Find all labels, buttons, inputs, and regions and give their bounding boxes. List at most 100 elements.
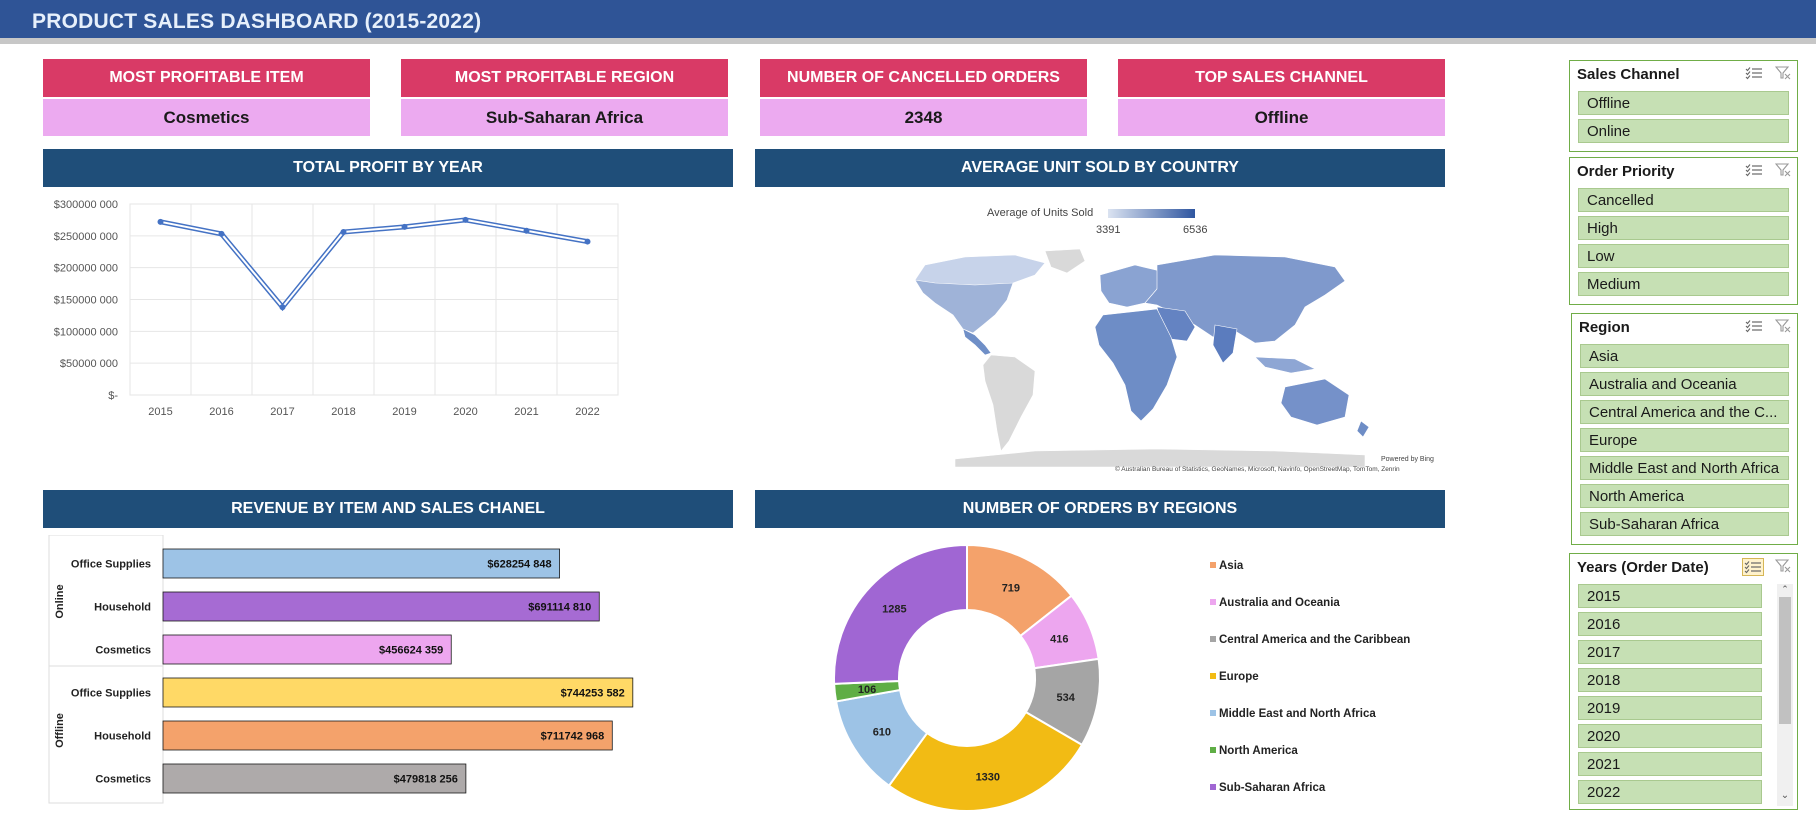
slicer-item[interactable]: Asia (1580, 344, 1789, 368)
category-label: Office Supplies (71, 559, 151, 571)
slicer-years: Years (Order Date) 2015 2016 2017 2018 2… (1569, 553, 1798, 810)
slice-value-label: 1330 (976, 771, 1000, 783)
kpi-label: MOST PROFITABLE REGION (401, 59, 728, 97)
bar-value-label: $479818 256 (394, 774, 458, 786)
x-tick-label: 2021 (514, 406, 538, 418)
slicer-title: Region (1579, 319, 1630, 336)
slicer-item[interactable]: High (1578, 216, 1789, 240)
scroll-down-icon[interactable]: ⌄ (1780, 790, 1790, 801)
kpi-value: Offline (1118, 99, 1445, 136)
legend-swatch (1210, 710, 1216, 716)
data-point (584, 238, 591, 245)
slice-value-label: 106 (858, 684, 876, 696)
revenue-bar-chart: Online Office Supplies $628254 848 Househol… (48, 535, 634, 804)
data-point (218, 230, 225, 237)
series-line-inner (160, 218, 588, 309)
y-tick-label: $100000 000 (54, 326, 118, 338)
slicer-item[interactable]: Central America and the C... (1580, 400, 1789, 424)
slicer-item[interactable]: North America (1580, 484, 1789, 508)
multi-select-icon[interactable] (1742, 558, 1764, 576)
x-tick-label: 2018 (331, 406, 355, 418)
slicer-item[interactable]: Cancelled (1578, 188, 1789, 212)
legend-swatch (1210, 747, 1216, 753)
y-tick-label: $50000 000 (60, 358, 118, 370)
slice-value-label: 416 (1050, 633, 1068, 645)
multi-select-icon[interactable] (1745, 66, 1763, 80)
x-tick-label: 2017 (270, 406, 294, 418)
slicer-title: Sales Channel (1577, 66, 1680, 83)
slicer-item[interactable]: 2016 (1578, 612, 1762, 636)
legend-swatch (1210, 636, 1216, 642)
group-label: Online (54, 584, 66, 618)
kpi-label: TOP SALES CHANNEL (1118, 59, 1445, 97)
world-map[interactable] (895, 245, 1395, 470)
revenue-bar (162, 634, 452, 665)
slicer-item[interactable]: Middle East and North Africa (1580, 456, 1789, 480)
slicer-item[interactable]: 2021 (1578, 752, 1762, 776)
slicer-item[interactable]: Europe (1580, 428, 1789, 452)
kpi-card-top-channel: TOP SALES CHANNEL Offline (1118, 59, 1445, 136)
data-point (523, 227, 530, 234)
bar-value-label: $628254 848 (487, 559, 551, 571)
bar-value-label: $456624 359 (379, 645, 443, 657)
map-region-greenland (1044, 248, 1086, 274)
map-legend-title: Average of Units Sold (987, 207, 1094, 219)
legend-swatch (1210, 599, 1216, 605)
clear-filter-icon[interactable] (1775, 319, 1791, 333)
slicer-item[interactable]: Australia and Oceania (1580, 372, 1789, 396)
y-tick-label: $200000 000 (54, 263, 118, 275)
legend-label: Sub-Saharan Africa (1219, 782, 1326, 794)
map-legend-min: 3391 (1096, 224, 1121, 236)
slicer-item[interactable]: 2017 (1578, 640, 1762, 664)
map-panel-title: AVERAGE UNIT SOLD BY COUNTRY (755, 149, 1445, 187)
category-label: Household (94, 602, 151, 614)
group-label: Offline (54, 713, 66, 748)
slicer-item[interactable]: 2022 (1578, 780, 1762, 804)
slicer-item[interactable]: Offline (1578, 91, 1789, 115)
data-point (157, 218, 164, 225)
clear-filter-icon[interactable] (1775, 66, 1791, 80)
multi-select-icon[interactable] (1745, 163, 1763, 177)
slicer-item[interactable]: 2018 (1578, 668, 1762, 692)
multi-select-icon[interactable] (1745, 319, 1763, 333)
clear-filter-icon[interactable] (1775, 163, 1791, 177)
slicer-scrollbar[interactable]: ⌃ ⌄ (1777, 584, 1793, 806)
data-point (340, 229, 347, 236)
scrollbar-thumb[interactable] (1779, 597, 1791, 724)
bar-value-label: $711742 968 (541, 731, 605, 743)
legend-swatch (1210, 673, 1216, 679)
clear-filter-icon[interactable] (1775, 559, 1791, 573)
category-label: Office Supplies (71, 688, 151, 700)
slicer-item[interactable]: Online (1578, 119, 1789, 143)
category-axis-box (48, 535, 164, 804)
scroll-up-icon[interactable]: ⌃ (1781, 584, 1789, 594)
slicer-item[interactable]: Sub-Saharan Africa (1580, 512, 1789, 536)
bar-value-label: $744253 582 (561, 688, 625, 700)
orders-donut-chart: 719 416 534 1330 610 106 1285 Asia Australia and… (833, 543, 1410, 812)
slicer-header: Order Priority (1570, 158, 1797, 184)
legend-label: Central America and the Caribbean (1219, 634, 1410, 646)
kpi-label: MOST PROFITABLE ITEM (43, 59, 370, 97)
y-tick-label: $250000 000 (54, 231, 118, 243)
slicer-item[interactable]: 2015 (1578, 584, 1762, 608)
slicer-item[interactable]: Medium (1578, 272, 1789, 296)
slicer-order-priority: Order Priority Cancelled High Low Medium (1569, 157, 1798, 305)
map-legend-max: 6536 (1183, 224, 1208, 236)
slicer-title: Years (Order Date) (1577, 559, 1709, 576)
map-region-antarctica (954, 448, 1366, 468)
slicer-item[interactable]: Low (1578, 244, 1789, 268)
slice-value-label: 1285 (882, 604, 906, 616)
orders-panel-title: NUMBER OF ORDERS BY REGIONS (755, 490, 1445, 528)
slicer-item[interactable]: 2020 (1578, 724, 1762, 748)
legend-label: Asia (1219, 560, 1244, 572)
slice-value-label: 610 (873, 726, 891, 738)
map-region-canada (914, 254, 1046, 286)
kpi-value: Cosmetics (43, 99, 370, 136)
slicer-header: Sales Channel (1570, 61, 1797, 87)
slicer-sales-channel: Sales Channel Offline Online (1569, 60, 1798, 152)
page-title: PRODUCT SALES DASHBOARD (2015-2022) (32, 10, 482, 33)
legend-label: Middle East and North Africa (1219, 708, 1376, 720)
kpi-label: NUMBER OF CANCELLED ORDERS (760, 59, 1087, 97)
slicer-item[interactable]: 2019 (1578, 696, 1762, 720)
donut-slice (887, 710, 1084, 812)
